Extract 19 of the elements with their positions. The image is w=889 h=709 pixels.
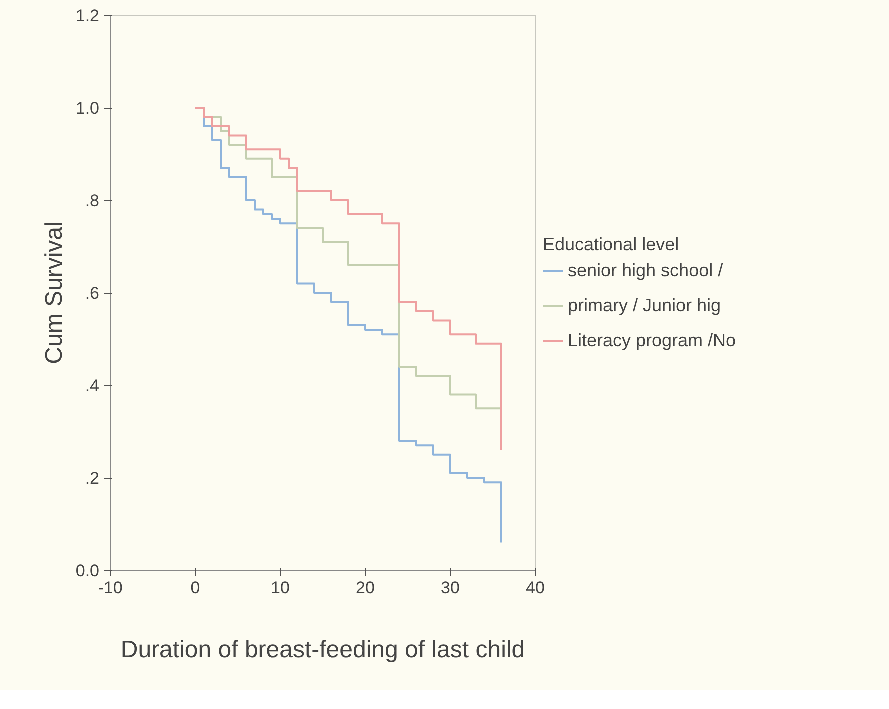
y-tick-label: 0.0 bbox=[76, 562, 100, 580]
y-tick-label: .6 bbox=[85, 284, 100, 303]
legend-title: Educational level bbox=[543, 234, 680, 255]
x-tick-label: 40 bbox=[526, 578, 545, 598]
legend-label: primary / Junior hig bbox=[568, 295, 722, 316]
x-tick-label: 10 bbox=[271, 578, 290, 598]
x-tick-label: 30 bbox=[441, 578, 460, 598]
y-tick-label: .2 bbox=[85, 469, 100, 488]
y-tick-label: 1.2 bbox=[76, 6, 100, 26]
legend-label: senior high school / bbox=[568, 260, 724, 281]
x-tick-label: -10 bbox=[98, 578, 123, 598]
legend-label: Literacy program /No bbox=[568, 330, 736, 351]
x-tick-label: 20 bbox=[356, 578, 375, 598]
y-axis-title: Cum Survival bbox=[40, 222, 68, 364]
x-tick-label: 0 bbox=[190, 578, 200, 598]
y-tick-label: .8 bbox=[85, 192, 100, 210]
y-tick-label: 1.0 bbox=[76, 99, 100, 118]
y-tick-label: .4 bbox=[85, 376, 100, 396]
x-axis-title: Duration of breast-feeding of last child bbox=[120, 636, 526, 664]
